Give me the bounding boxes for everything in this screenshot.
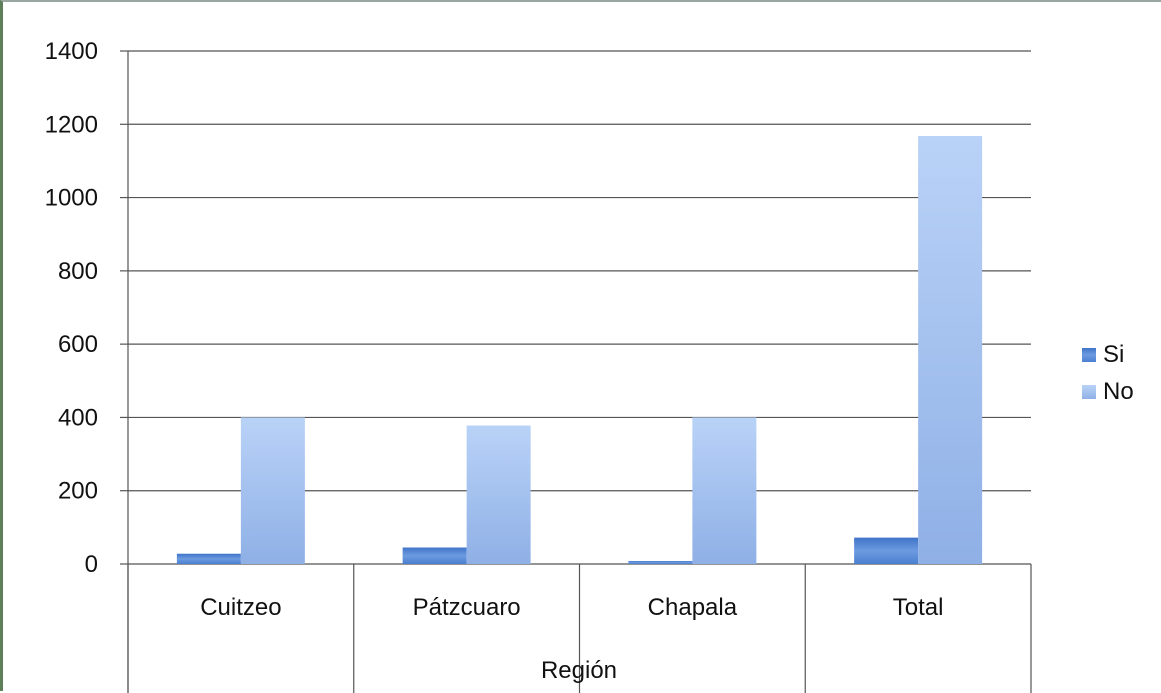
legend-swatch-no (1082, 385, 1096, 399)
bar-si-cuitzeo (176, 553, 241, 564)
legend-label-no: No (1103, 378, 1134, 405)
legend-swatch-si (1082, 348, 1096, 362)
y-tick-label: 200 (58, 478, 98, 505)
y-tick-label: 1400 (45, 38, 98, 65)
y-tick-label: 600 (58, 331, 98, 358)
legend: Si No (1082, 341, 1134, 405)
x-tick-label: Cuitzeo (200, 594, 281, 621)
bar-no-cuitzeo (240, 417, 305, 564)
y-tick-label: 400 (58, 404, 98, 431)
bar-si-total (854, 537, 919, 564)
y-tick-label: 0 (85, 551, 98, 578)
y-tick-label: 1200 (45, 111, 98, 138)
tick-labels: 0 200 400 600 800 1000 1200 1400 Cuitzeo Pátzcuar… (45, 38, 944, 621)
bar-si-pátzcuaro (402, 547, 467, 564)
x-axis-title: Región (541, 657, 617, 684)
y-tick-label: 1000 (45, 185, 98, 212)
bar-no-pátzcuaro (466, 425, 531, 564)
bar-no-chapala (692, 417, 757, 564)
bar-chart: 0 200 400 600 800 1000 1200 1400 Cuitzeo Pátzcuar… (45, 38, 1134, 693)
bar-si-chapala (628, 561, 693, 564)
legend-label-si: Si (1103, 341, 1124, 368)
x-tick-label: Chapala (648, 594, 738, 621)
x-tick-label: Pátzcuaro (413, 594, 521, 621)
x-tick-label: Total (893, 594, 944, 621)
bars (176, 136, 983, 565)
y-tick-label: 800 (58, 258, 98, 285)
bar-no-total (918, 136, 983, 565)
